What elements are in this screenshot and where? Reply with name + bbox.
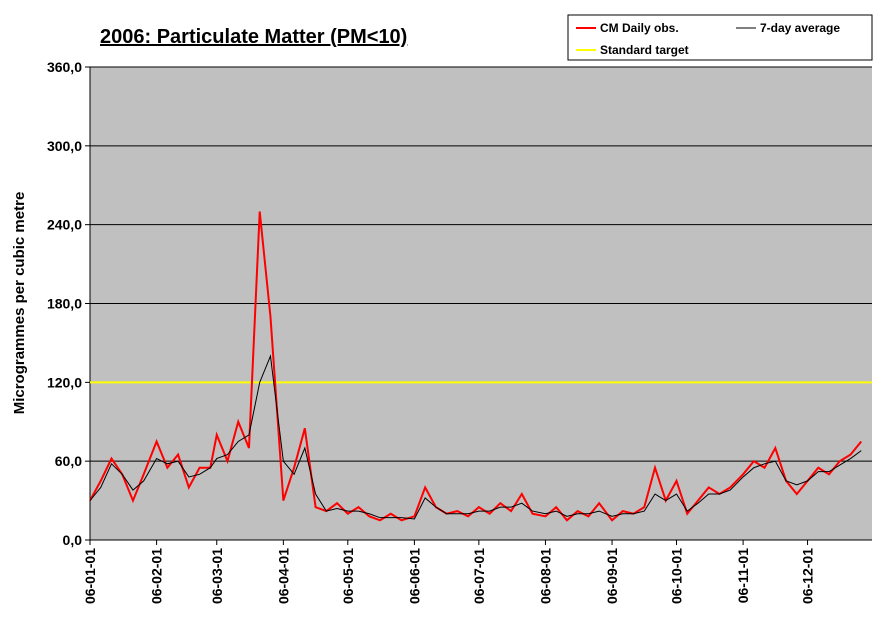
- x-tick-label: 06-07-01: [471, 548, 487, 604]
- legend-label: CM Daily obs.: [600, 21, 679, 35]
- y-tick-label: 360,0: [47, 59, 82, 75]
- y-tick-label: 180,0: [47, 296, 82, 312]
- x-tick-label: 06-09-01: [604, 548, 620, 604]
- x-tick-label: 06-05-01: [340, 548, 356, 604]
- y-tick-label: 0,0: [63, 532, 83, 548]
- y-tick-label: 240,0: [47, 217, 82, 233]
- x-tick-label: 06-06-01: [406, 548, 422, 604]
- x-tick-label: 06-02-01: [149, 548, 165, 604]
- x-tick-label: 06-11-01: [735, 548, 751, 603]
- y-tick-label: 120,0: [47, 374, 82, 390]
- y-tick-label: 60,0: [55, 453, 82, 469]
- y-axis-label: Microgrammes per cubic metre: [11, 192, 28, 415]
- x-tick-label: 06-03-01: [209, 548, 225, 604]
- series-line: [89, 354, 862, 520]
- x-tick-label: 06-10-01: [669, 548, 685, 604]
- x-tick-label: 06-12-01: [800, 548, 816, 604]
- chart-title: 2006: Particulate Matter (PM<10): [100, 26, 407, 48]
- x-tick-label: 06-08-01: [537, 548, 553, 604]
- x-tick-label: 06-04-01: [275, 548, 291, 604]
- series-line: [89, 211, 863, 522]
- y-tick-label: 300,0: [47, 138, 82, 154]
- legend-box: [567, 14, 873, 61]
- legend-label: Standard target: [600, 43, 689, 57]
- x-tick-label: 06-01-01: [82, 548, 98, 604]
- legend-label: 7-day average: [760, 21, 840, 35]
